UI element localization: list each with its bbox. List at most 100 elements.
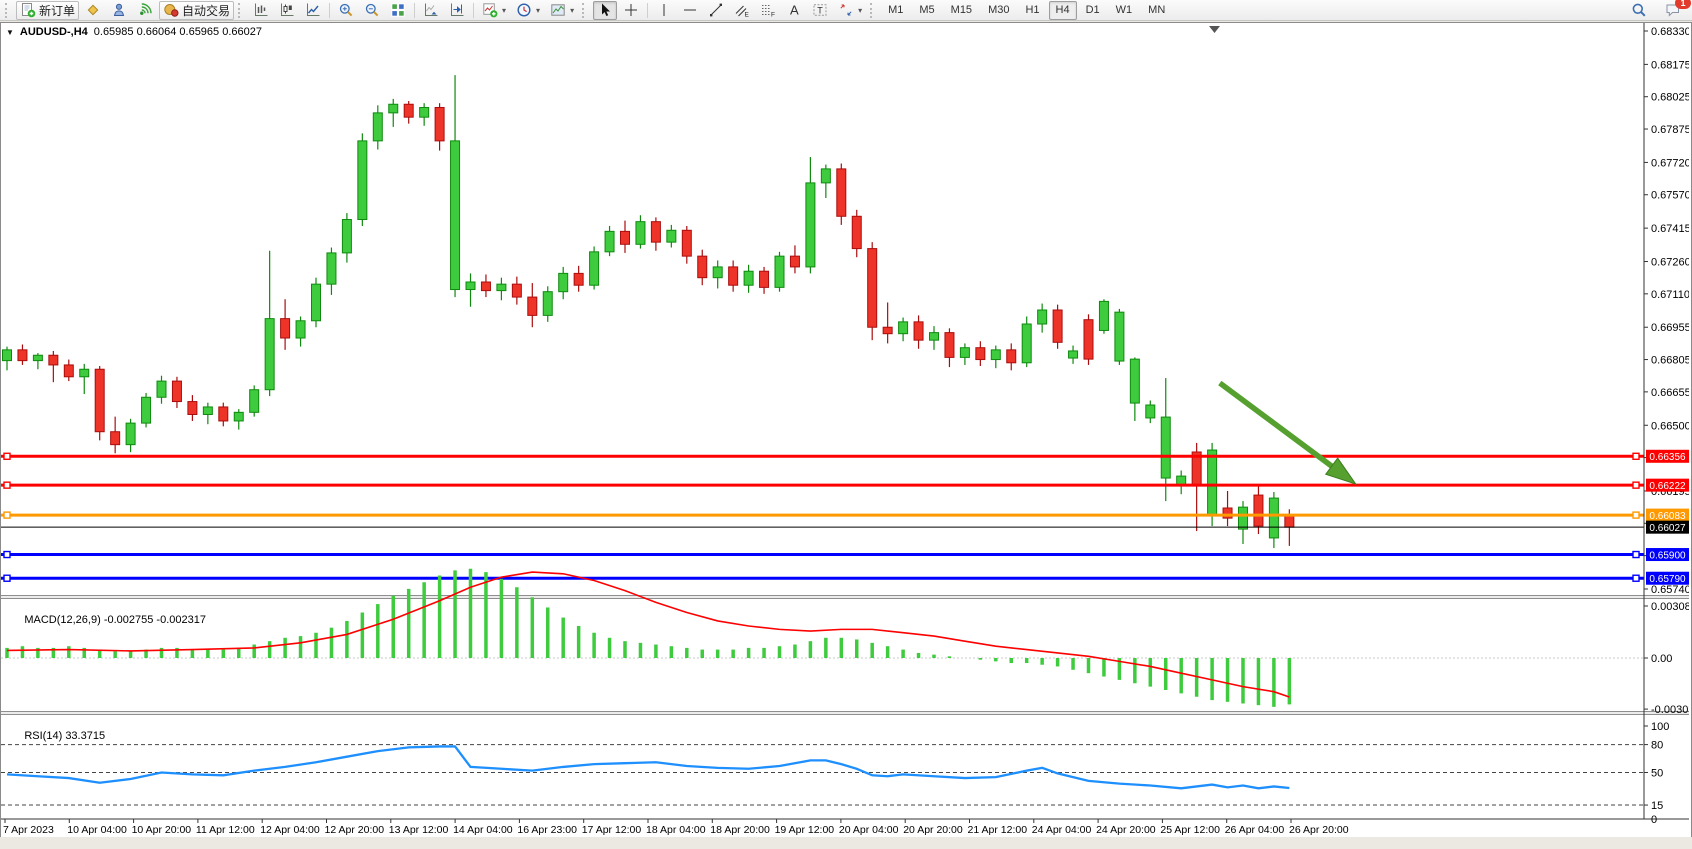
candle: [681, 229, 692, 257]
notifications-button[interactable]: 1: [1661, 0, 1691, 20]
date-tick-label: 7 Apr 2023: [3, 824, 54, 835]
pane-separator[interactable]: [1, 595, 1689, 599]
bar-chart-button[interactable]: [249, 1, 273, 20]
timeframe-m1-button[interactable]: M1: [888, 3, 904, 16]
line-handle[interactable]: [3, 452, 11, 460]
fibonacci-button[interactable]: F: [756, 1, 780, 20]
tile-windows-button[interactable]: [386, 1, 410, 20]
arrows-button[interactable]: ▾: [834, 1, 866, 20]
line-handle[interactable]: [1632, 452, 1640, 460]
timeframe-m15-button[interactable]: M15: [950, 3, 973, 16]
equidistant-channel-button[interactable]: E: [730, 1, 754, 20]
crosshair-button[interactable]: [619, 1, 643, 20]
svg-text:T: T: [817, 6, 823, 16]
candle: [650, 221, 661, 243]
auto-scroll-button[interactable]: [419, 1, 443, 20]
timeframe-m30-button[interactable]: M30: [988, 3, 1010, 16]
line-handle[interactable]: [3, 574, 11, 582]
level-price-tag: 0.66222: [1646, 478, 1689, 492]
candle: [1145, 404, 1156, 419]
text-label-icon: T: [813, 4, 827, 16]
line-handle[interactable]: [1632, 481, 1640, 489]
line-handle[interactable]: [1632, 511, 1640, 519]
timeframe-h4-button[interactable]: H4: [1048, 0, 1077, 20]
rsi-indicator-label: RSI(14) 33.3715: [24, 730, 106, 742]
timeframe-w1-button[interactable]: W1: [1115, 3, 1133, 16]
price-tick-label: 0.66955: [1651, 322, 1689, 334]
date-tick-label: 25 Apr 12:00: [1160, 824, 1220, 835]
chevron-down-icon[interactable]: ▾: [502, 5, 507, 15]
price-tick-label: 0.65740: [1651, 584, 1689, 596]
candle: [496, 283, 507, 292]
zoom-out-icon: [365, 3, 379, 17]
line-handle[interactable]: [3, 550, 11, 559]
chevron-down-icon[interactable]: ▾: [570, 5, 575, 15]
text-label-button[interactable]: T: [808, 1, 832, 20]
search-icon: [1632, 3, 1646, 17]
timeframe-d1-button[interactable]: D1: [1085, 3, 1100, 16]
zoom-out-button[interactable]: [360, 1, 384, 20]
line-handle[interactable]: [3, 511, 11, 519]
periods-button[interactable]: ▾: [512, 1, 544, 20]
candle: [125, 422, 136, 446]
toolbar-separator: [329, 2, 331, 18]
signals-button[interactable]: [133, 1, 157, 20]
autotrading-button[interactable]: 自动交易: [159, 0, 235, 20]
new-order-button[interactable]: 新订单: [16, 0, 80, 20]
rsi-line: [6, 745, 1290, 790]
trendline-button[interactable]: [704, 1, 728, 20]
indicators-button[interactable]: ▾: [478, 1, 510, 20]
candle: [743, 270, 754, 286]
horizontal-line-button[interactable]: [678, 1, 702, 20]
level-price-tag: 0.65900: [1646, 548, 1689, 561]
date-tick-label: 10 Apr 20:00: [132, 824, 192, 835]
pane-separator[interactable]: [1, 711, 1689, 715]
timeframe-mn-button[interactable]: MN: [1148, 3, 1166, 16]
price-alert-button[interactable]: [81, 1, 105, 20]
cursor-button[interactable]: [593, 0, 618, 20]
vertical-line-icon: [663, 4, 665, 16]
vertical-line-button[interactable]: [652, 1, 676, 20]
line-chart-button[interactable]: [301, 1, 325, 20]
rsi-tick-label: 0: [1651, 814, 1657, 826]
toolbar-grip[interactable]: [238, 2, 245, 18]
chart-shift-marker[interactable]: [1209, 26, 1220, 33]
template-icon: [551, 4, 565, 16]
line-handle[interactable]: [1632, 574, 1640, 582]
candle: [48, 354, 59, 366]
svg-text:A: A: [790, 3, 799, 18]
line-handle[interactable]: [3, 481, 11, 489]
candle: [1114, 311, 1125, 362]
text-button[interactable]: A: [782, 1, 806, 20]
macd-histogram: [5, 568, 1292, 707]
toolbar-separator: [647, 2, 649, 18]
horizontal-line-icon: [684, 9, 697, 11]
candle: [851, 215, 862, 250]
toolbar-grip[interactable]: [5, 2, 12, 18]
candle: [728, 266, 739, 286]
zoom-in-button[interactable]: [334, 1, 358, 20]
chevron-down-icon[interactable]: ▾: [858, 5, 863, 15]
trend-arrow-annotation[interactable]: [1218, 380, 1358, 486]
timeframe-m5-button[interactable]: M5: [919, 3, 935, 16]
chevron-down-icon[interactable]: ▼: [6, 27, 14, 37]
candle: [372, 112, 383, 142]
line-handle[interactable]: [1632, 550, 1640, 559]
date-tick-label: 20 Apr 20:00: [903, 824, 963, 835]
crosshair-icon: [625, 4, 638, 16]
candlestick-chart-button[interactable]: [275, 1, 299, 20]
timeframe-h1-button[interactable]: H1: [1025, 3, 1040, 16]
community-button[interactable]: [107, 1, 131, 20]
chart-shift-button[interactable]: [445, 1, 469, 20]
toolbar-grip[interactable]: [582, 2, 589, 18]
templates-button[interactable]: ▾: [546, 1, 578, 20]
toolbar-grip[interactable]: [870, 2, 877, 18]
search-button[interactable]: [1627, 1, 1651, 20]
macd-tick-label: 0.003087: [1651, 601, 1689, 613]
notification-badge: 1: [1675, 0, 1691, 9]
toolbar: 新订单 自动交易 ▾ ▾ ▾ E F A T ▾ M1 M5 M15 M30 H1 H4 D1 W1 MN 1: [0, 0, 1692, 21]
chart-canvas[interactable]: 0.68330 0.68175 0.68025 0.67875 0.67720 0.675…: [1, 23, 1692, 836]
chevron-down-icon[interactable]: ▾: [536, 5, 541, 15]
candle: [280, 318, 291, 339]
date-tick-label: 13 Apr 12:00: [389, 824, 449, 835]
